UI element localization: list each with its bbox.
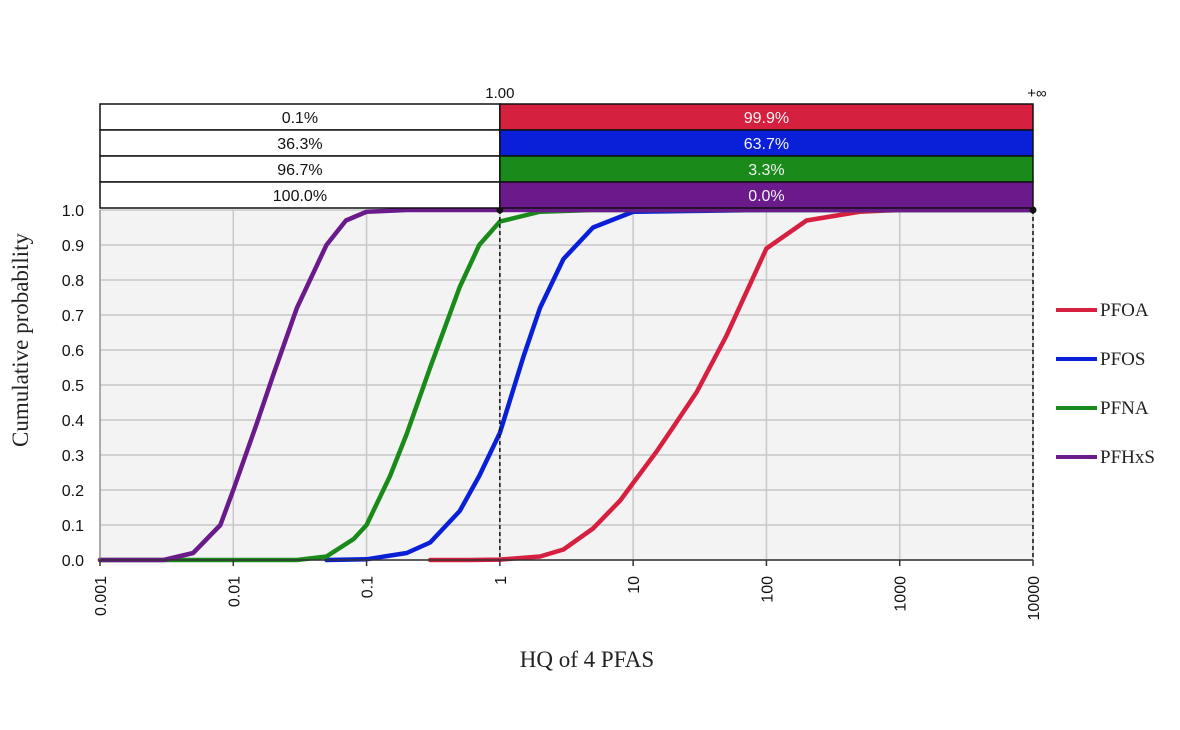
y-tick-label: 0.0 — [62, 553, 84, 570]
series-line-pfos — [324, 207, 1036, 563]
y-tick-label: 0.7 — [62, 308, 84, 325]
x-axis-title: HQ of 4 PFAS — [520, 647, 654, 672]
legend-label-pfhxs: PFHxS — [1100, 447, 1155, 468]
table-value-below: 0.1% — [282, 110, 318, 127]
series-line-pfna — [97, 207, 1036, 563]
y-tick-label: 0.4 — [62, 413, 84, 430]
table-cell-above — [499, 181, 1034, 209]
y-axis-title: Cumulative probability — [8, 233, 33, 447]
y-tick-label: 1.0 — [62, 203, 84, 220]
x-tick-label: 0.001 — [93, 576, 110, 616]
y-tick-label: 0.3 — [62, 448, 84, 465]
y-tick-label: 0.5 — [62, 378, 84, 395]
threshold-label: 1.00 — [485, 85, 514, 102]
table-value-below: 96.7% — [277, 162, 322, 179]
y-tick-label: 0.1 — [62, 518, 84, 535]
table-cell-above — [499, 103, 1034, 131]
x-tick-label: 1000 — [893, 576, 910, 612]
table-value-above: 0.0% — [748, 188, 784, 205]
legend: PFOA PFOS PFNA PFHxS — [1056, 300, 1155, 468]
table-value-above: 63.7% — [744, 136, 789, 153]
legend-label-pfoa: PFOA — [1100, 300, 1149, 321]
table-value-above: 99.9% — [744, 110, 789, 127]
x-tick-label: 1 — [493, 576, 510, 585]
y-tick-label: 0.8 — [62, 273, 84, 290]
y-tick-label: 0.2 — [62, 483, 84, 500]
probability-summary-table: 1.00 +∞ 0.1% 99.9% 36.3% 63.7% 96.7% 3.3% 100.0%… — [99, 85, 1047, 209]
legend-label-pfna: PFNA — [1100, 398, 1149, 419]
legend-label-pfos: PFOS — [1100, 349, 1145, 370]
x-tick-label: 0.01 — [226, 576, 243, 607]
x-axis: 0.001 0.01 0.1 1 10 100 1000 10000 — [93, 559, 1043, 621]
table-cell-above — [499, 155, 1034, 183]
series-line-pfoa — [427, 207, 1036, 563]
x-tick-label: 0.1 — [360, 576, 377, 598]
x-tick-label: 10 — [626, 576, 643, 594]
table-cell-above — [499, 129, 1034, 157]
series-line-pfhxs — [97, 207, 1036, 563]
series-lines — [97, 207, 1036, 563]
table-value-below: 36.3% — [277, 136, 322, 153]
table-value-below: 100.0% — [273, 188, 327, 205]
upper-bound-label: +∞ — [1027, 85, 1047, 102]
y-tick-label: 0.9 — [62, 238, 84, 255]
x-tick-label: 10000 — [1026, 576, 1043, 621]
y-tick-label: 0.6 — [62, 343, 84, 360]
x-tick-label: 100 — [759, 576, 776, 603]
table-value-above: 3.3% — [748, 162, 784, 179]
y-axis: 0.0 0.1 0.2 0.3 0.4 0.5 0.6 0.7 0.8 0.9 1.0 — [62, 203, 101, 570]
